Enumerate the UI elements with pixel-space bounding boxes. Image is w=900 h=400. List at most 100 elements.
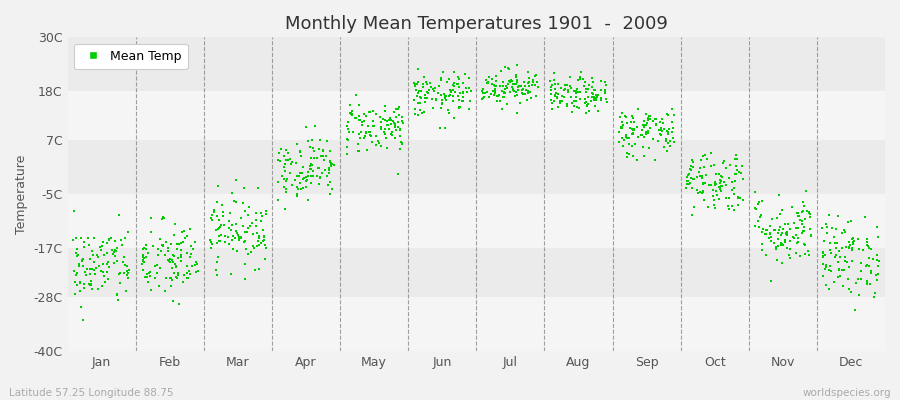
Point [571,89,585,95]
Point [520,90,535,96]
Point [352,102,366,108]
Point [752,224,766,230]
Point [799,188,814,194]
Point [571,77,585,84]
Point [240,225,255,231]
Point [777,242,791,249]
Point [339,151,354,158]
Point [516,86,530,92]
Point [759,227,773,233]
Point [392,126,407,132]
Point [511,84,526,90]
Point [276,183,291,190]
Point [144,287,158,293]
Point [204,239,219,246]
Point [149,270,164,276]
Point [452,96,466,103]
Point [758,231,772,237]
Point [585,84,599,90]
Point [351,147,365,154]
Point [304,166,319,172]
Point [823,240,837,246]
Point [322,165,337,171]
Point [238,228,252,235]
Point [139,246,153,252]
Point [524,94,538,101]
Point [558,86,572,92]
Point [796,224,811,230]
Point [147,242,161,249]
Point [824,268,838,274]
Point [224,271,238,277]
Point [442,76,456,82]
Point [699,156,714,162]
Point [231,237,246,244]
Point [639,129,653,135]
Point [277,175,292,182]
Point [748,189,762,196]
Point [544,84,558,90]
Point [120,268,134,274]
Point [499,64,513,70]
Point [660,147,674,154]
Point [583,97,598,104]
Point [648,156,662,163]
Point [293,148,308,154]
Point [277,164,292,170]
Point [589,94,603,101]
Point [579,110,593,116]
Point [103,237,117,244]
Point [587,87,601,94]
Point [237,184,251,191]
Point [416,81,430,87]
Point [424,84,438,90]
Point [824,246,838,253]
Point [174,247,188,254]
Point [448,88,463,95]
Point [817,266,832,272]
Point [427,88,441,94]
Point [714,184,728,190]
Point [714,188,728,194]
Point [152,265,166,271]
Point [254,210,268,216]
Bar [68,140,885,194]
Point [829,252,843,258]
Point [476,90,491,96]
Point [275,173,290,180]
Point [204,216,219,223]
Point [290,184,304,190]
Point [834,245,849,252]
Point [666,139,680,145]
Point [294,170,309,176]
Point [106,249,121,256]
Point [91,254,105,260]
Point [704,163,718,170]
Point [680,185,694,192]
Point [493,98,508,104]
Point [87,267,102,274]
Point [702,182,716,189]
Point [750,205,764,212]
Point [178,235,193,241]
Point [247,231,261,238]
Point [861,255,876,262]
Point [572,105,587,112]
Point [687,204,701,210]
Point [283,156,297,162]
Point [276,152,291,159]
Point [113,270,128,276]
Point [183,254,197,260]
Point [840,259,854,265]
Point [708,182,723,188]
Point [508,81,523,87]
Point [569,94,583,100]
Point [681,181,696,187]
Point [113,237,128,244]
Point [316,147,330,154]
Point [148,275,163,281]
Point [345,108,359,114]
Point [618,113,633,120]
Point [240,250,255,257]
Point [867,294,881,300]
